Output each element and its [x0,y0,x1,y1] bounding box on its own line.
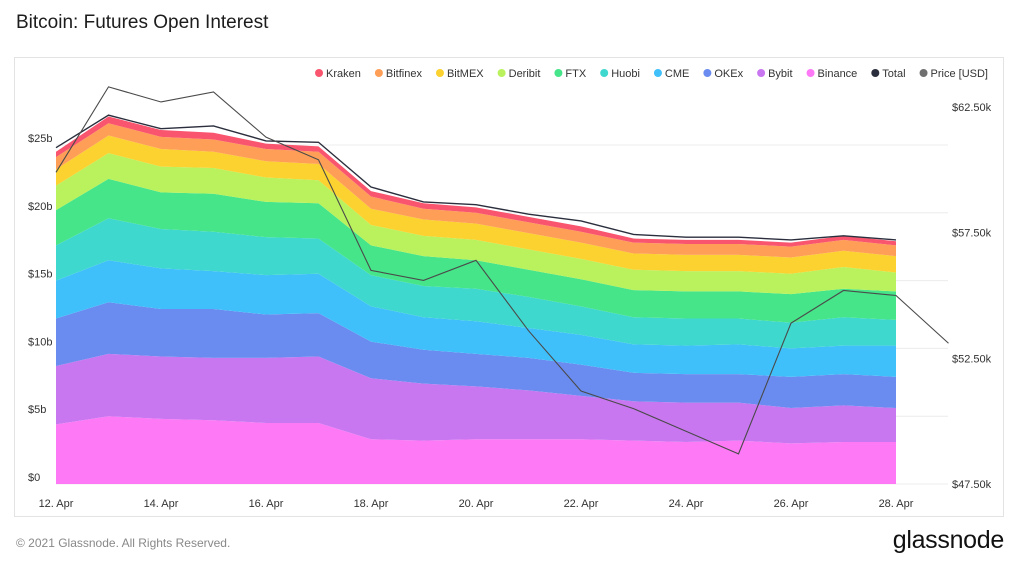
stacked-areas [56,116,896,484]
y-axis-right: $47.50k $52.50k $57.50k $62.50k [952,102,992,491]
legend-item-ftx[interactable]: FTX [554,68,587,80]
area-bitfinex [56,123,896,258]
x-tick-label: 14. Apr [144,498,179,510]
x-tick-label: 20. Apr [459,498,494,510]
legend-item-cme[interactable]: CME [653,68,689,80]
x-tick-label: 28. Apr [879,498,914,510]
legend-marker [497,69,506,77]
area-ftx [56,178,896,323]
legend-label: OKEx [714,68,743,80]
legend-label: Deribit [509,68,541,80]
y-axis-left: $0 $5b $10b $15b $20b $25b [28,133,52,484]
legend-marker [600,69,609,77]
legend-item-okex[interactable]: OKEx [703,68,744,80]
legend-marker [374,69,383,77]
x-tick-label: 26. Apr [774,498,809,510]
legend-marker [703,69,712,77]
y-right-tick-label: $47.50k [952,479,992,491]
legend-item-bybit[interactable]: Bybit [757,68,793,80]
y-right-tick-label: $62.50k [952,102,992,114]
x-axis: 12. Apr 14. Apr 16. Apr 18. Apr 20. Apr 22. A… [39,498,914,510]
area-okex [56,302,896,409]
y-left-tick-label: $15b [28,269,52,281]
copyright-footer: © 2021 Glassnode. All Rights Reserved. [16,536,231,550]
legend-label: FTX [565,68,586,80]
legend-marker [554,69,563,77]
page-title: Bitcoin: Futures Open Interest [16,12,269,33]
legend-item-total[interactable]: Total [871,68,906,80]
legend-item-deribit[interactable]: Deribit [497,68,541,80]
y-right-tick-label: $52.50k [952,353,992,365]
legend-label: Bitfinex [386,68,423,80]
legend-label: BitMEX [447,68,484,80]
legend-item-bitfinex[interactable]: Bitfinex [374,68,423,80]
area-bybit [56,353,896,444]
y-left-tick-label: $10b [28,336,52,348]
legend-label: Bybit [768,68,792,80]
legend-label: CME [665,68,689,80]
y-right-tick-label: $57.50k [952,228,992,240]
chart-legend: Kraken Bitfinex BitMEX Deribit FTX Huobi CME OK… [315,68,988,80]
x-tick-label: 12. Apr [39,498,74,510]
legend-item-huobi[interactable]: Huobi [600,68,640,80]
area-binance [56,416,896,484]
legend-item-price-usd[interactable]: Price [USD] [919,68,988,80]
legend-marker [757,69,766,77]
area-kraken [56,116,896,247]
legend-label: Huobi [611,68,640,80]
overlay-lines [55,86,949,455]
legend-marker [871,69,880,77]
area-bitmex [56,135,896,274]
glassnode-logo[interactable]: glassnode [892,526,1005,554]
legend-marker [653,69,662,77]
legend-marker [435,69,444,77]
legend-label: Price [USD] [931,68,988,80]
y-left-tick-label: $5b [28,404,46,416]
y-left-tick-label: $20b [28,201,52,213]
area-cme [56,260,896,377]
legend-label: Total [882,68,905,80]
legend-marker [919,69,928,77]
x-tick-label: 16. Apr [249,498,284,510]
legend-label: Kraken [326,68,361,80]
legend-item-bitmex[interactable]: BitMEX [435,68,484,80]
legend-item-binance[interactable]: Binance [806,68,858,80]
x-tick-label: 22. Apr [564,498,599,510]
legend-label: Binance [818,68,858,80]
legend-item-kraken[interactable]: Kraken [315,68,361,80]
x-tick-label: 24. Apr [669,498,704,510]
area-huobi [56,218,896,349]
y-left-tick-label: $0 [28,472,40,484]
legend-marker [315,69,324,77]
area-deribit [56,153,896,295]
total-line [55,114,897,241]
x-tick-label: 18. Apr [354,498,389,510]
y-left-tick-label: $25b [28,133,52,145]
chart-frame [14,57,1004,517]
legend-marker [806,69,815,77]
price-line [55,86,949,455]
